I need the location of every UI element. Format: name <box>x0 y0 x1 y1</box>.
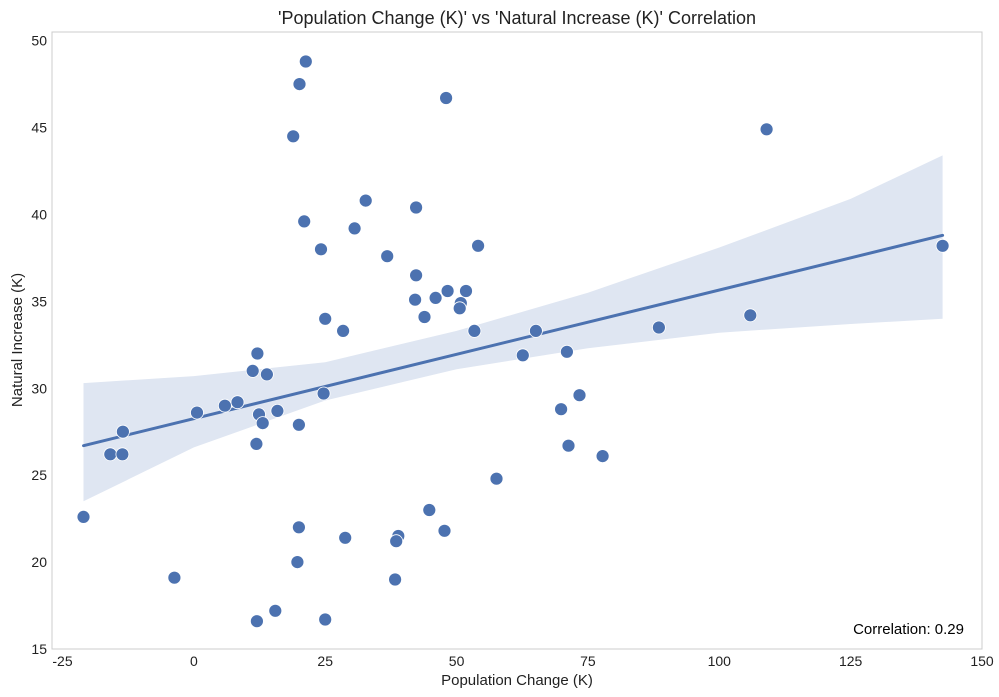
y-axis-ticks: 15 20 25 30 35 40 45 50 <box>31 33 47 657</box>
data-point <box>408 292 423 307</box>
y-tick-label: 20 <box>31 554 47 570</box>
data-point <box>290 555 305 569</box>
data-point <box>358 193 373 208</box>
data-point <box>292 77 307 91</box>
data-point <box>439 91 454 105</box>
x-tick-label: 50 <box>449 653 465 669</box>
data-point <box>268 603 283 618</box>
data-point <box>561 438 576 453</box>
data-point <box>245 363 260 378</box>
data-point <box>250 346 265 361</box>
regression-line-layer <box>82 233 945 448</box>
x-tick-label: 25 <box>317 653 333 669</box>
x-tick-label: -25 <box>52 653 72 669</box>
data-point <box>572 388 587 403</box>
data-point <box>318 311 333 326</box>
data-point <box>459 284 473 298</box>
plot-frame <box>51 31 983 650</box>
y-tick-label: 35 <box>31 293 47 309</box>
data-point <box>452 301 467 316</box>
data-point <box>380 249 395 264</box>
data-point <box>316 386 331 401</box>
data-points-layer <box>76 54 950 629</box>
data-point <box>743 308 758 323</box>
data-point <box>529 323 543 338</box>
data-point <box>554 402 568 417</box>
data-point <box>230 395 245 410</box>
data-point <box>428 290 443 305</box>
data-point <box>471 238 486 253</box>
chart-title: 'Population Change (K)' vs 'Natural Incr… <box>278 8 756 28</box>
data-point <box>103 447 118 462</box>
data-point <box>409 268 424 283</box>
data-point <box>336 323 351 338</box>
data-point <box>338 530 353 545</box>
y-tick-label: 45 <box>31 120 47 136</box>
y-tick-label: 30 <box>31 380 47 396</box>
x-tick-label: 0 <box>190 653 198 669</box>
y-axis-label: Natural Increase (K) <box>9 273 26 407</box>
x-axis-label: Population Change (K) <box>441 672 593 689</box>
correlation-annotation: Correlation: 0.29 <box>853 621 964 638</box>
data-point <box>314 242 328 257</box>
confidence-band <box>83 155 943 502</box>
data-point <box>286 129 301 144</box>
data-point <box>440 284 455 298</box>
data-point <box>255 416 270 431</box>
x-axis-ticks: -25 0 25 50 75 100 125 150 <box>52 653 994 669</box>
confidence-band-layer <box>83 155 943 502</box>
data-point <box>437 523 452 538</box>
data-point <box>347 221 362 236</box>
data-point <box>388 572 403 587</box>
data-point <box>270 403 285 418</box>
data-point <box>298 54 313 69</box>
data-point <box>560 344 574 359</box>
data-point <box>467 323 482 338</box>
data-point <box>515 348 530 363</box>
data-point <box>409 200 424 215</box>
data-point <box>249 614 264 629</box>
data-point <box>190 405 204 420</box>
y-tick-label: 50 <box>31 33 47 49</box>
y-tick-label: 25 <box>31 467 47 483</box>
x-tick-label: 75 <box>580 653 596 669</box>
data-point <box>259 367 274 382</box>
data-point <box>759 122 774 137</box>
data-point <box>217 398 232 413</box>
data-point <box>291 520 306 535</box>
x-tick-label: 125 <box>839 653 863 669</box>
data-point <box>249 436 264 451</box>
data-point <box>422 503 437 517</box>
data-point <box>417 310 432 324</box>
x-tick-label: 150 <box>970 653 994 669</box>
y-tick-label: 40 <box>31 206 47 222</box>
y-tick-label: 15 <box>31 641 47 657</box>
data-point <box>652 320 666 335</box>
data-point <box>115 447 130 462</box>
data-point <box>167 570 182 585</box>
data-point <box>935 238 950 253</box>
data-point <box>116 424 130 439</box>
x-tick-label: 100 <box>708 653 732 669</box>
data-point <box>489 471 504 486</box>
data-point <box>291 417 306 432</box>
data-point <box>595 449 610 464</box>
data-point <box>297 214 312 229</box>
regression-line <box>82 233 945 448</box>
data-point <box>318 612 333 627</box>
data-point <box>389 534 404 549</box>
data-point <box>76 510 91 524</box>
